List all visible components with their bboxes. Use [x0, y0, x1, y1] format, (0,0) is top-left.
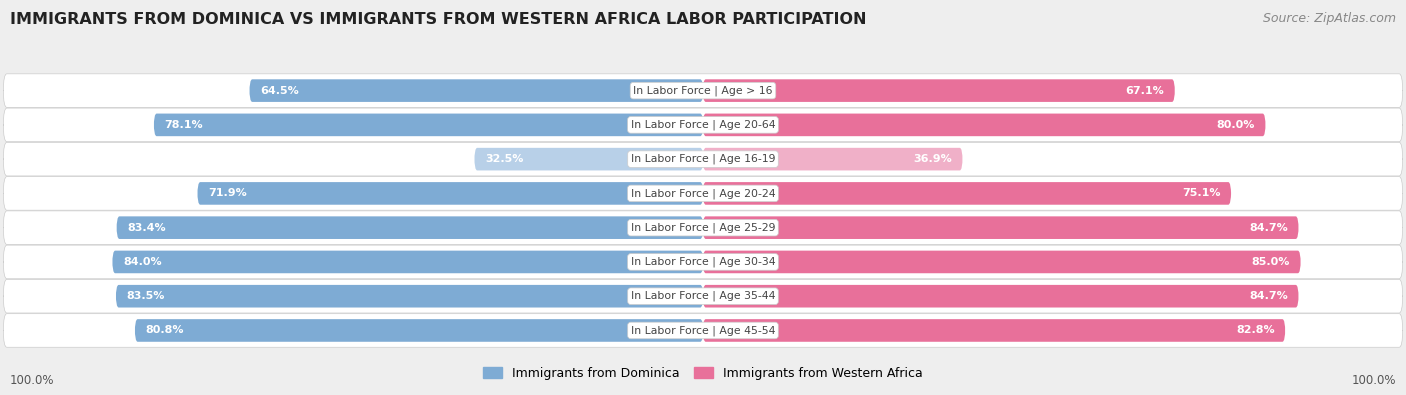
Text: 84.0%: 84.0%: [124, 257, 162, 267]
Text: 83.5%: 83.5%: [127, 291, 165, 301]
FancyBboxPatch shape: [3, 108, 1403, 142]
Text: In Labor Force | Age 30-34: In Labor Force | Age 30-34: [631, 257, 775, 267]
FancyBboxPatch shape: [3, 142, 1403, 176]
Text: Source: ZipAtlas.com: Source: ZipAtlas.com: [1263, 12, 1396, 25]
FancyBboxPatch shape: [117, 216, 703, 239]
Text: 64.5%: 64.5%: [260, 86, 299, 96]
FancyBboxPatch shape: [3, 74, 1403, 107]
Legend: Immigrants from Dominica, Immigrants from Western Africa: Immigrants from Dominica, Immigrants fro…: [478, 362, 928, 385]
Text: 82.8%: 82.8%: [1236, 325, 1275, 335]
Text: 84.7%: 84.7%: [1249, 291, 1288, 301]
Text: 100.0%: 100.0%: [1351, 374, 1396, 387]
FancyBboxPatch shape: [703, 114, 1265, 136]
FancyBboxPatch shape: [3, 279, 1403, 313]
FancyBboxPatch shape: [115, 285, 703, 308]
FancyBboxPatch shape: [249, 79, 703, 102]
Text: 85.0%: 85.0%: [1251, 257, 1291, 267]
FancyBboxPatch shape: [703, 79, 1175, 102]
FancyBboxPatch shape: [135, 319, 703, 342]
FancyBboxPatch shape: [3, 314, 1403, 347]
FancyBboxPatch shape: [3, 211, 1403, 245]
Text: In Labor Force | Age 20-24: In Labor Force | Age 20-24: [631, 188, 775, 199]
Text: 83.4%: 83.4%: [127, 223, 166, 233]
FancyBboxPatch shape: [703, 251, 1301, 273]
FancyBboxPatch shape: [703, 319, 1285, 342]
FancyBboxPatch shape: [703, 285, 1299, 308]
Text: 100.0%: 100.0%: [10, 374, 55, 387]
FancyBboxPatch shape: [703, 148, 963, 171]
FancyBboxPatch shape: [703, 182, 1232, 205]
Text: 75.1%: 75.1%: [1182, 188, 1220, 198]
FancyBboxPatch shape: [197, 182, 703, 205]
Text: 32.5%: 32.5%: [485, 154, 523, 164]
Text: 36.9%: 36.9%: [912, 154, 952, 164]
Text: 80.0%: 80.0%: [1216, 120, 1256, 130]
Text: In Labor Force | Age 16-19: In Labor Force | Age 16-19: [631, 154, 775, 164]
FancyBboxPatch shape: [703, 216, 1299, 239]
FancyBboxPatch shape: [3, 245, 1403, 279]
Text: In Labor Force | Age 35-44: In Labor Force | Age 35-44: [631, 291, 775, 301]
Text: In Labor Force | Age > 16: In Labor Force | Age > 16: [633, 85, 773, 96]
FancyBboxPatch shape: [153, 114, 703, 136]
Text: 78.1%: 78.1%: [165, 120, 202, 130]
Text: 80.8%: 80.8%: [146, 325, 184, 335]
Text: In Labor Force | Age 25-29: In Labor Force | Age 25-29: [631, 222, 775, 233]
Text: 67.1%: 67.1%: [1125, 86, 1164, 96]
Text: IMMIGRANTS FROM DOMINICA VS IMMIGRANTS FROM WESTERN AFRICA LABOR PARTICIPATION: IMMIGRANTS FROM DOMINICA VS IMMIGRANTS F…: [10, 12, 866, 27]
Text: In Labor Force | Age 20-64: In Labor Force | Age 20-64: [631, 120, 775, 130]
FancyBboxPatch shape: [474, 148, 703, 171]
Text: In Labor Force | Age 45-54: In Labor Force | Age 45-54: [631, 325, 775, 336]
Text: 84.7%: 84.7%: [1249, 223, 1288, 233]
FancyBboxPatch shape: [112, 251, 703, 273]
FancyBboxPatch shape: [3, 177, 1403, 210]
Text: 71.9%: 71.9%: [208, 188, 247, 198]
